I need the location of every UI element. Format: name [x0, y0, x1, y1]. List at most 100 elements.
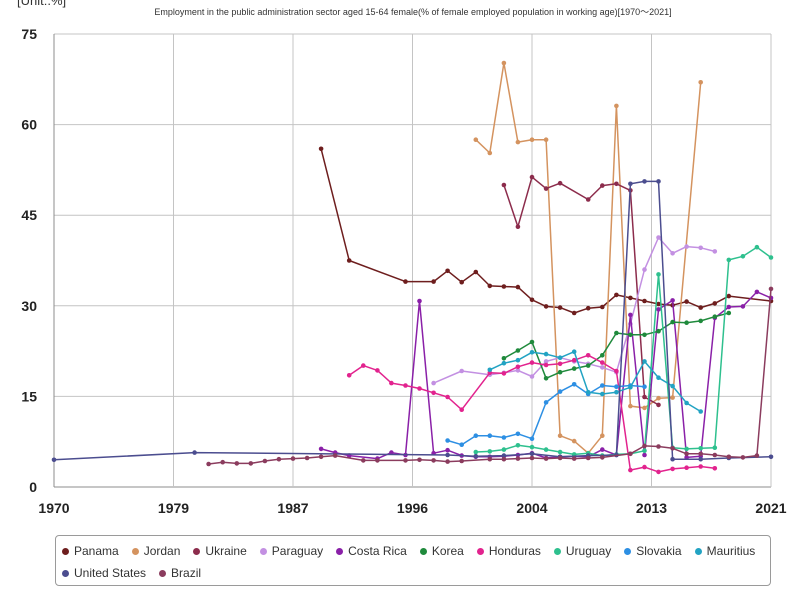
data-point-brazil — [670, 446, 675, 451]
legend-item-honduras: Honduras — [476, 542, 541, 560]
legend-marker — [62, 547, 69, 555]
data-point-costa-rica — [726, 304, 732, 310]
data-point-paraguay — [698, 245, 703, 251]
legend-marker — [694, 547, 702, 555]
data-point-mauritius — [614, 389, 619, 395]
data-point-uruguay — [515, 443, 521, 448]
data-point-panama — [712, 301, 718, 306]
data-point-honduras — [346, 373, 352, 378]
data-point-panama — [515, 284, 521, 290]
data-point-korea — [501, 356, 507, 361]
legend-marker — [419, 547, 427, 555]
data-point-brazil — [417, 457, 422, 463]
data-point-korea — [600, 353, 605, 358]
legend-item-ukraine: Ukraine — [193, 542, 247, 560]
data-point-brazil — [403, 458, 408, 463]
data-point-panama — [473, 269, 479, 275]
legend-label: Uruguay — [565, 544, 612, 558]
axis-tick-labels: 0 15 30 45 60 75 1970 1979 1987 1996 2004 2013 2021 — [21, 26, 786, 516]
data-point-costa-rica — [754, 289, 760, 295]
data-point-honduras — [543, 362, 549, 368]
data-point-honduras — [459, 407, 465, 413]
data-point-mauritius — [571, 349, 577, 355]
data-point-brazil — [262, 458, 268, 464]
data-point-uruguay — [712, 445, 718, 451]
data-point-brazil — [487, 456, 493, 462]
data-point-korea — [670, 319, 675, 325]
data-point-korea — [712, 314, 718, 320]
x-tick-label: 2004 — [516, 500, 547, 516]
data-point-mauritius — [628, 385, 633, 390]
series-jordan — [473, 60, 703, 456]
data-point-brazil — [684, 451, 689, 457]
data-point-united-states — [473, 453, 479, 459]
data-point-brazil — [600, 455, 605, 460]
data-point-jordan — [501, 60, 507, 66]
data-point-ukraine — [557, 180, 563, 186]
data-point-costa-rica — [417, 298, 422, 304]
legend-marker — [259, 547, 267, 555]
data-point-mauritius — [656, 375, 661, 381]
data-point-brazil — [754, 453, 760, 458]
legend-marker — [193, 547, 201, 555]
x-tick-label: 1979 — [158, 500, 189, 516]
data-point-mauritius — [543, 351, 549, 357]
data-point-slovakia — [445, 438, 450, 443]
legend-marker — [62, 569, 69, 577]
series-line-korea — [503, 312, 729, 380]
data-point-panama — [600, 304, 605, 310]
data-point-jordan — [642, 405, 647, 411]
data-point-united-states — [501, 453, 507, 458]
data-point-jordan — [473, 137, 479, 142]
data-point-ukraine — [614, 181, 619, 187]
data-point-slovakia — [571, 382, 577, 387]
data-point-brazil — [726, 454, 732, 460]
data-point-korea — [529, 339, 535, 345]
data-point-korea — [543, 376, 549, 381]
data-point-mauritius — [501, 360, 507, 366]
data-point-panama — [628, 295, 633, 301]
data-point-panama — [487, 283, 493, 289]
data-point-slovakia — [515, 431, 521, 437]
series-line-panama — [320, 148, 772, 314]
data-point-brazil — [220, 459, 225, 465]
data-point-united-states — [51, 457, 57, 463]
legend-marker — [553, 547, 561, 555]
data-point-honduras — [600, 360, 605, 365]
data-point-panama — [459, 279, 465, 285]
data-point-jordan — [628, 403, 633, 409]
data-point-paraguay — [656, 235, 661, 240]
data-point-mauritius — [585, 389, 591, 395]
unit-label: [Unit:.%] — [17, 0, 67, 8]
data-point-slovakia — [543, 400, 549, 405]
x-tick-label: 2013 — [636, 500, 667, 516]
data-point-brazil — [698, 451, 703, 457]
x-tick-label: 1987 — [277, 500, 308, 516]
data-point-honduras — [417, 386, 422, 391]
data-point-brazil — [459, 458, 465, 464]
legend-item-korea: Korea — [419, 542, 464, 560]
series-line-jordan — [475, 62, 702, 454]
data-point-brazil — [332, 453, 338, 458]
data-point-mauritius — [529, 350, 535, 355]
data-point-ukraine — [501, 182, 507, 188]
data-point-slovakia — [600, 383, 605, 388]
data-point-united-states — [656, 179, 661, 184]
data-point-honduras — [403, 383, 408, 388]
legend-marker — [624, 547, 632, 555]
data-point-uruguay — [543, 447, 549, 452]
data-point-brazil — [740, 455, 746, 460]
data-point-united-states — [192, 450, 197, 455]
data-point-paraguay — [515, 368, 521, 373]
data-point-costa-rica — [656, 307, 661, 312]
data-point-brazil — [712, 452, 718, 458]
data-point-brazil — [543, 456, 549, 461]
data-point-brazil — [585, 455, 591, 461]
data-point-paraguay — [670, 251, 675, 256]
data-point-costa-rica — [740, 304, 746, 309]
data-point-panama — [318, 146, 324, 152]
data-point-mauritius — [557, 355, 563, 361]
data-point-slovakia — [557, 389, 563, 394]
data-point-mauritius — [515, 357, 521, 363]
data-point-korea — [698, 318, 703, 324]
